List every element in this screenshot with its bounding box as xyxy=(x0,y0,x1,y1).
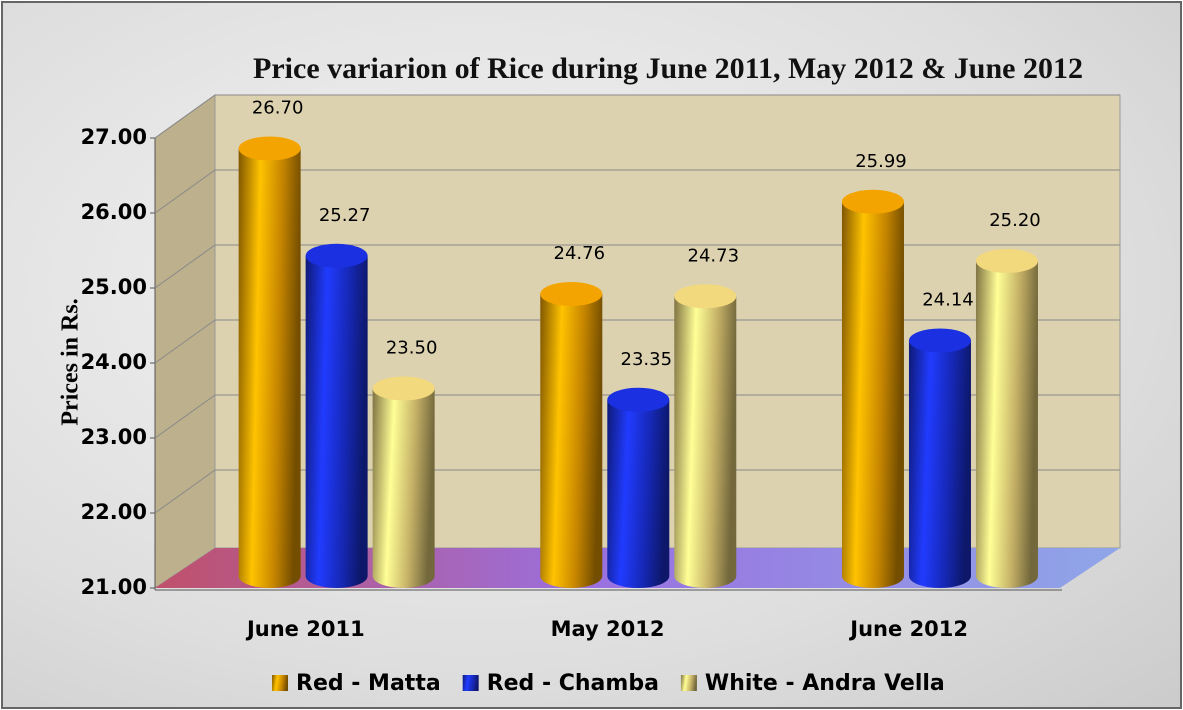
bar-top xyxy=(540,282,603,306)
grid-line xyxy=(154,394,216,439)
grid-line xyxy=(154,94,216,139)
bar xyxy=(540,294,603,588)
bar xyxy=(372,388,435,588)
bar xyxy=(305,255,368,588)
bar-top xyxy=(841,189,904,214)
y-axis-label: Prices in Rs. xyxy=(58,298,84,425)
bar-top xyxy=(908,328,971,353)
legend-label: Red - Chamba xyxy=(487,671,659,696)
bar-top xyxy=(607,387,670,412)
data-label: 26.70 xyxy=(252,98,304,119)
data-label: 25.20 xyxy=(989,210,1041,231)
y-tick-label: 23.00 xyxy=(81,425,147,449)
bar-top xyxy=(305,243,368,268)
bar xyxy=(975,261,1038,588)
chart-title: Price variarion of Rice during June 2011… xyxy=(253,52,1083,85)
data-label: 24.14 xyxy=(922,290,974,311)
bar xyxy=(908,340,971,588)
data-label: 24.76 xyxy=(554,243,606,264)
bar-top xyxy=(975,249,1038,273)
bar-top xyxy=(238,136,301,161)
bar xyxy=(238,148,301,588)
x-tick-label: May 2012 xyxy=(551,617,665,641)
bar-top xyxy=(372,376,435,401)
legend-label: Red - Matta xyxy=(296,671,441,696)
data-label: 23.35 xyxy=(621,349,673,370)
grid-line xyxy=(154,469,216,514)
y-tick-label: 27.00 xyxy=(81,125,147,149)
x-tick-label: June 2011 xyxy=(245,617,365,641)
data-label: 25.27 xyxy=(319,205,371,226)
bar xyxy=(607,399,670,588)
bar xyxy=(674,296,737,588)
grid-line xyxy=(154,169,216,214)
y-tick-label: 22.00 xyxy=(81,500,147,524)
data-label: 25.99 xyxy=(855,151,907,172)
legend-swatch xyxy=(462,675,479,691)
data-label: 23.50 xyxy=(386,338,438,359)
grid-line xyxy=(154,244,216,289)
y-tick-label: 24.00 xyxy=(81,350,147,374)
legend-label: White - Andra Vella xyxy=(705,671,945,696)
legend-swatch xyxy=(272,675,288,691)
bar-top xyxy=(674,284,737,309)
y-tick-label: 21.00 xyxy=(81,575,147,599)
grid-line xyxy=(154,319,216,364)
y-tick-label: 26.00 xyxy=(81,200,147,224)
y-tick-label: 25.00 xyxy=(81,275,147,299)
x-tick-label: June 2012 xyxy=(848,617,968,641)
bar xyxy=(841,201,904,588)
data-label: 24.73 xyxy=(688,245,740,266)
legend-swatch xyxy=(680,675,697,691)
